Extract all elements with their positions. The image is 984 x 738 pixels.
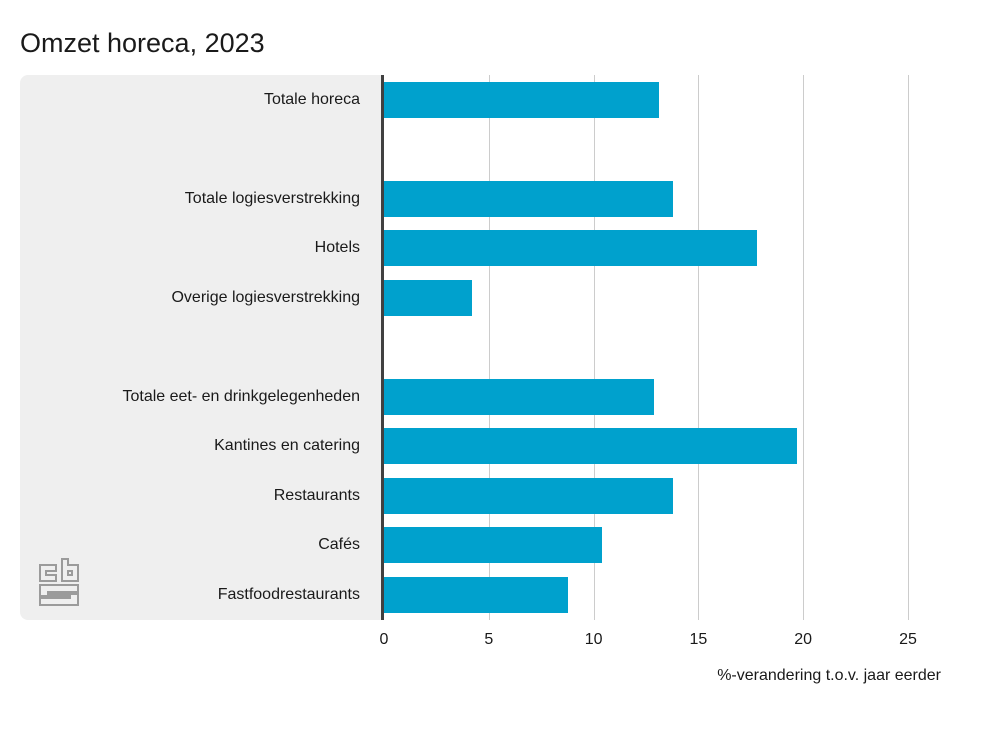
category-label: Totale horeca — [263, 90, 360, 108]
bar-row: Hotels — [20, 224, 964, 274]
cbs-logo-icon — [39, 558, 79, 606]
bar-caf-s — [384, 527, 602, 564]
category-label: Hotels — [314, 239, 360, 257]
bar-totale-eet-en-drinkgelegenheden — [384, 378, 655, 415]
bar-totale-horeca — [384, 81, 659, 118]
spacer-row — [20, 323, 964, 373]
bar-row: Totale horeca — [20, 75, 964, 125]
category-label: Overige logiesverstrekking — [171, 288, 360, 306]
bar-row: Totale logiesverstrekking — [20, 174, 964, 224]
bar-restaurants — [384, 477, 674, 514]
bar-row: Totale eet- en drinkgelegenheden — [20, 372, 964, 422]
y-axis-line — [381, 75, 384, 620]
category-label-panel — [20, 75, 381, 620]
gridline — [593, 75, 595, 620]
category-label: Totale logiesverstrekking — [184, 189, 360, 207]
category-label: Cafés — [318, 536, 360, 554]
x-tick-label: 10 — [584, 631, 603, 648]
x-tick-label: 20 — [794, 631, 813, 648]
bar-kantines-en-catering — [384, 428, 797, 465]
gridline — [908, 75, 909, 620]
x-tick-label: 5 — [484, 631, 494, 648]
x-tick-label: 15 — [689, 631, 708, 648]
bar-hotels — [384, 230, 758, 267]
bar-rows: Totale horeca Totale logiesverstrekking Ho… — [20, 75, 964, 620]
x-tick-label: 0 — [379, 631, 389, 648]
bar-row: Restaurants — [20, 471, 964, 521]
x-tick-label: 25 — [899, 631, 917, 648]
x-axis-ticks: 0 5 10 15 20 25 — [20, 631, 964, 653]
bar-row: Cafés — [20, 521, 964, 571]
bar-row: Fastfoodrestaurants — [20, 570, 964, 620]
gridline — [698, 75, 700, 620]
gridline — [488, 75, 490, 620]
category-label: Fastfoodrestaurants — [217, 585, 360, 603]
bar-totale-logiesverstrekking — [384, 180, 674, 217]
x-axis-label: %-verandering t.o.v. jaar eerder — [717, 667, 941, 684]
category-label: Kantines en catering — [214, 437, 360, 455]
spacer-row — [20, 125, 964, 175]
bar-row: Kantines en catering — [20, 422, 964, 472]
bar-row: Overige logiesverstrekking — [20, 273, 964, 323]
chart-title: Omzet horeca, 2023 — [20, 28, 265, 59]
gridline — [803, 75, 805, 620]
chart-area: Totale horeca Totale logiesverstrekking Ho… — [20, 75, 964, 738]
bar-overige-logiesverstrekking — [384, 279, 473, 316]
category-label: Restaurants — [273, 486, 360, 504]
bar-fastfoodrestaurants — [384, 576, 569, 613]
category-label: Totale eet- en drinkgelegenheden — [122, 387, 360, 405]
